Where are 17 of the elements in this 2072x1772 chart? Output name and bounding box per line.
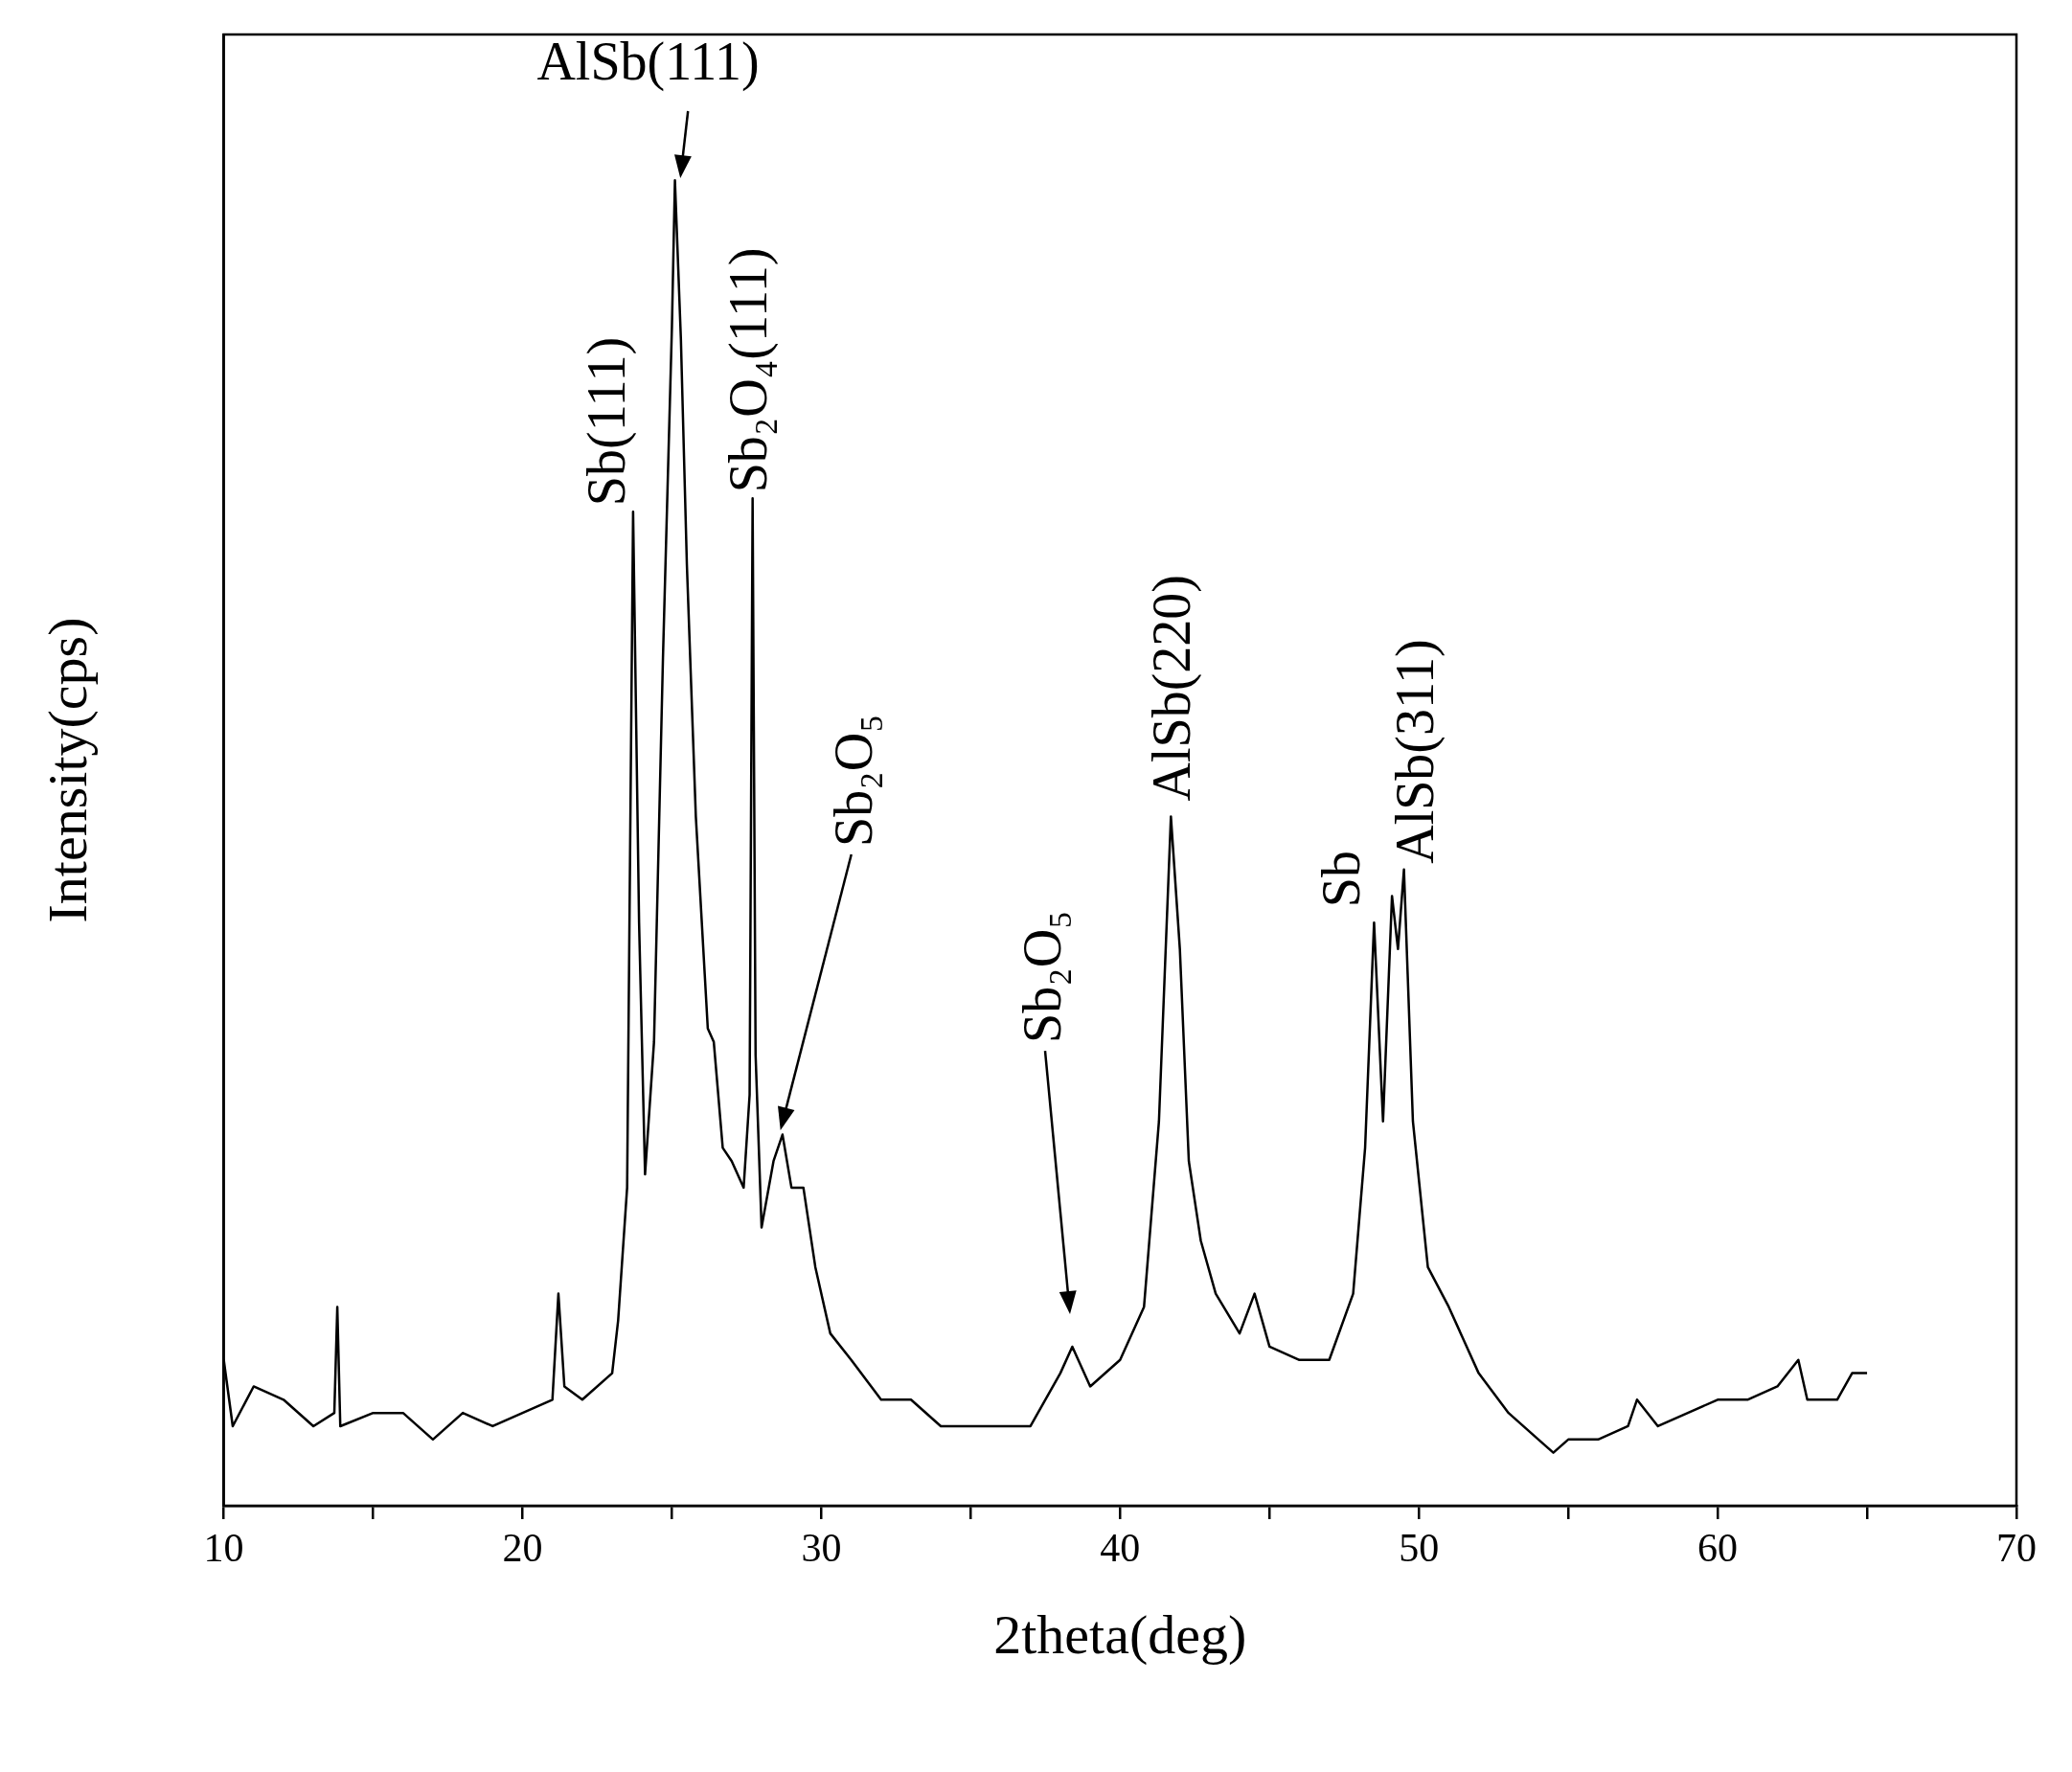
annotation: Sb₂O₅ xyxy=(823,714,883,847)
annotation: Sb₂O₄(111) xyxy=(718,247,780,493)
annotation: Sb(111) xyxy=(576,336,637,507)
x-tick-label: 10 xyxy=(203,1526,244,1571)
x-tick-label: 40 xyxy=(1100,1526,1141,1571)
annotation: Sb₂O₅ xyxy=(1012,910,1072,1043)
x-tick-label: 30 xyxy=(801,1526,842,1571)
x-axis-title: 2theta(deg) xyxy=(993,1603,1247,1667)
annotation: Sb xyxy=(1311,850,1372,908)
x-tick-label: 60 xyxy=(1697,1526,1739,1571)
x-tick-label: 50 xyxy=(1399,1526,1440,1571)
y-axis-title: Intensity(cps) xyxy=(36,617,100,923)
annotation: AlSb(220) xyxy=(1142,574,1203,802)
annotation: AlSb(111) xyxy=(536,31,760,92)
x-tick-label: 20 xyxy=(502,1526,543,1571)
x-tick-label: 70 xyxy=(1996,1526,2037,1571)
annotation: AlSb(311) xyxy=(1385,639,1446,864)
